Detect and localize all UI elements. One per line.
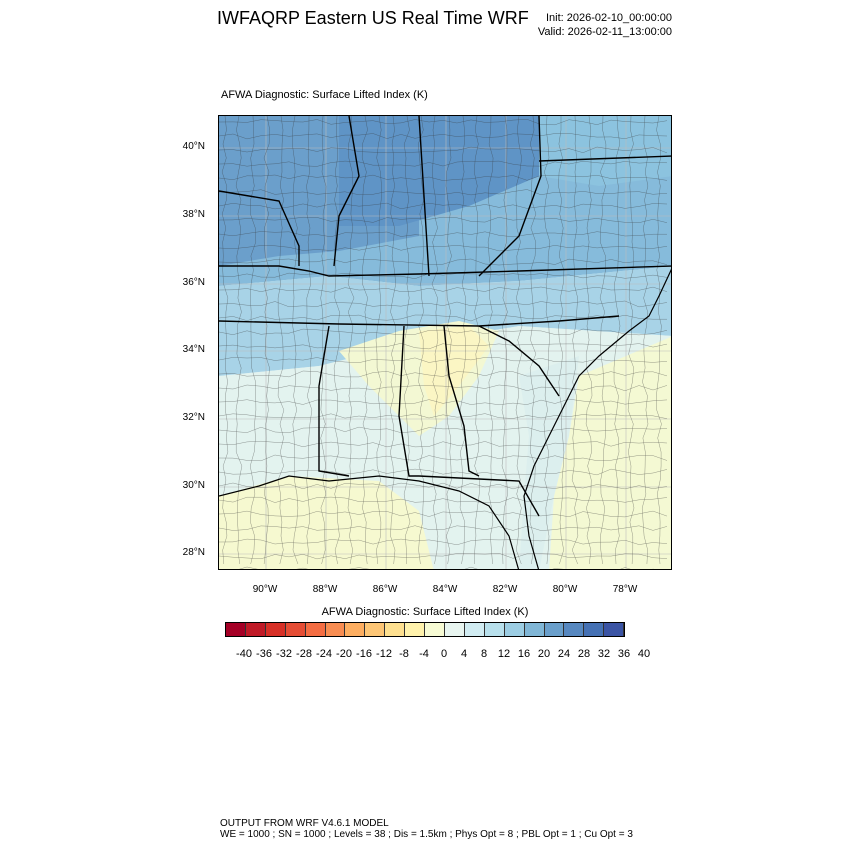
colorbar-cell bbox=[325, 623, 346, 636]
colorbar-cell bbox=[564, 623, 585, 636]
colorbar-tick-label: 36 bbox=[617, 648, 631, 660]
lifted-index-map bbox=[219, 116, 671, 569]
lat-label-40: 40°N bbox=[182, 141, 205, 152]
colorbar-tick-label: 32 bbox=[597, 648, 611, 660]
colorbar-tick-label: -4 bbox=[419, 648, 429, 660]
lat-label-34: 34°N bbox=[182, 344, 205, 355]
lat-label-36: 36°N bbox=[182, 277, 205, 288]
lat-label-28: 28°N bbox=[182, 547, 205, 558]
model-info-line-2: WE = 1000 ; SN = 1000 ; Levels = 38 ; Di… bbox=[220, 829, 633, 840]
colorbar-cell bbox=[444, 623, 465, 636]
lat-label-30: 30°N bbox=[182, 480, 205, 491]
colorbar-cell bbox=[245, 623, 266, 636]
colorbar-tick-label: -8 bbox=[399, 648, 409, 660]
colorbar-cell bbox=[285, 623, 306, 636]
colorbar-tick-label: -16 bbox=[356, 648, 372, 660]
colorbar-tick-label: 4 bbox=[460, 648, 468, 660]
colorbar-tick-label: 8 bbox=[480, 648, 488, 660]
plot-title: AFWA Diagnostic: Surface Lifted Index (K… bbox=[221, 89, 428, 101]
lon-label-82: 82°W bbox=[492, 584, 518, 595]
colorbar-tick-label: -28 bbox=[296, 648, 312, 660]
colorbar-tick-label: 40 bbox=[637, 648, 651, 660]
colorbar bbox=[225, 622, 625, 637]
colorbar-title: AFWA Diagnostic: Surface Lifted Index (K… bbox=[321, 606, 529, 618]
colorbar-tick-label: 20 bbox=[537, 648, 551, 660]
colorbar-cell bbox=[226, 623, 246, 636]
colorbar-tick-label: -24 bbox=[316, 648, 332, 660]
colorbar-cell bbox=[504, 623, 525, 636]
lon-label-90: 90°W bbox=[252, 584, 278, 595]
lat-label-38: 38°N bbox=[182, 209, 205, 220]
colorbar-cell bbox=[265, 623, 286, 636]
colorbar-tick-label: 12 bbox=[497, 648, 511, 660]
lon-label-84: 84°W bbox=[432, 584, 458, 595]
colorbar-tick-label: 24 bbox=[557, 648, 571, 660]
colorbar-tick-label: -40 bbox=[236, 648, 252, 660]
colorbar-cell bbox=[524, 623, 545, 636]
colorbar-cell bbox=[345, 623, 366, 636]
colorbar-tick-label: -36 bbox=[256, 648, 272, 660]
colorbar-cell bbox=[484, 623, 505, 636]
colorbar-cell bbox=[365, 623, 386, 636]
init-time: Init: 2026-02-10_00:00:00 bbox=[546, 12, 672, 24]
colorbar-cell bbox=[425, 623, 445, 636]
model-info-line-1: OUTPUT FROM WRF V4.6.1 MODEL bbox=[220, 818, 389, 829]
lon-label-78: 78°W bbox=[612, 584, 638, 595]
map-panel bbox=[218, 115, 672, 570]
colorbar-cell bbox=[464, 623, 485, 636]
colorbar-tick-label: -32 bbox=[276, 648, 292, 660]
colorbar-tick-label: -12 bbox=[376, 648, 392, 660]
valid-time: Valid: 2026-02-11_13:00:00 bbox=[537, 26, 672, 38]
colorbar-cell bbox=[305, 623, 326, 636]
colorbar-cell bbox=[405, 623, 426, 636]
colorbar-cell bbox=[604, 623, 625, 636]
colorbar-tick-label: 28 bbox=[577, 648, 591, 660]
lon-label-88: 88°W bbox=[312, 584, 338, 595]
colorbar-tick-label: 16 bbox=[517, 648, 531, 660]
lon-label-86: 86°W bbox=[372, 584, 398, 595]
colorbar-cell bbox=[385, 623, 406, 636]
colorbar-cell bbox=[584, 623, 605, 636]
colorbar-tick-label: 0 bbox=[440, 648, 448, 660]
lat-label-32: 32°N bbox=[182, 412, 205, 423]
main-title: IWFAQRP Eastern US Real Time WRF bbox=[217, 8, 529, 28]
colorbar-tick-label: -20 bbox=[336, 648, 352, 660]
lon-label-80: 80°W bbox=[552, 584, 578, 595]
colorbar-cell bbox=[544, 623, 565, 636]
